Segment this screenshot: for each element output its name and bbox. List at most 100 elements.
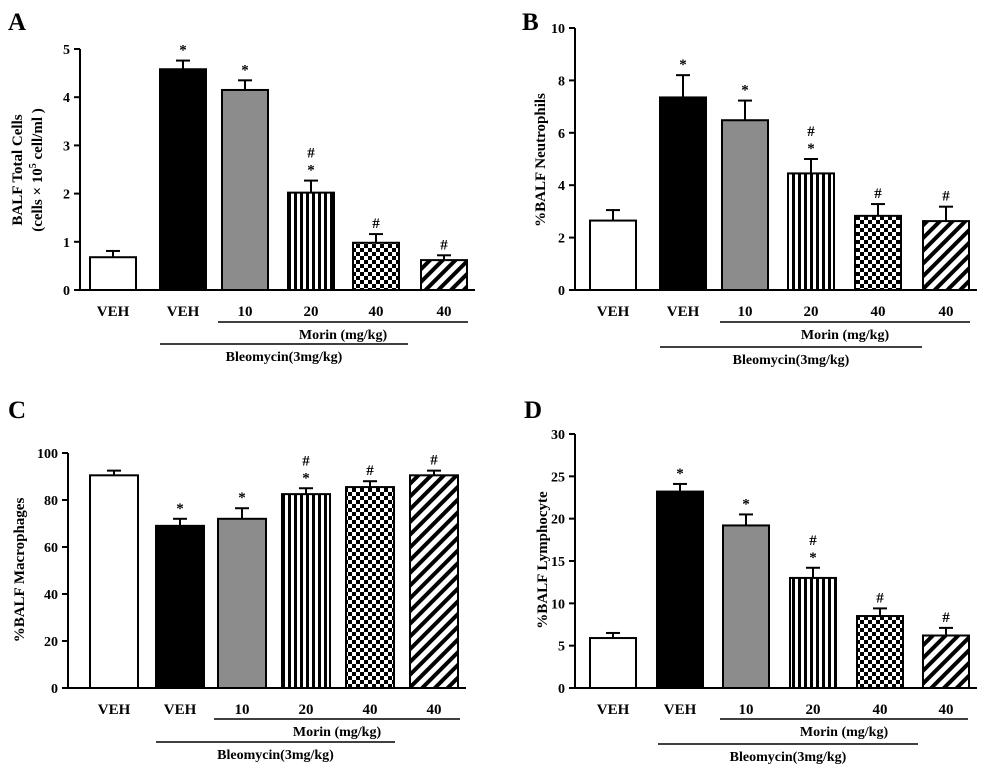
significance-star: * [176,501,184,517]
bar-5 [345,486,395,690]
x-category-label: VEH [597,702,630,718]
y-tick-label: 0 [51,682,58,697]
significance-hash: # [307,146,315,162]
bar-1 [589,637,637,690]
y-tick-label: 1 [63,236,70,251]
y-tick-label: 3 [63,139,70,154]
bar-3 [217,517,267,689]
significance-star: * [179,43,187,59]
panel-letter: C [8,397,26,424]
significance-hash: # [874,186,882,202]
x-category-label: VEH [597,304,630,320]
significance-hash: # [302,453,310,469]
significance-star: * [302,470,310,486]
y-tick-label: 80 [44,494,58,509]
y-axis-label: %BALF Lymphocyte [535,491,551,629]
significance-star: * [238,490,246,506]
y-tick-label: 20 [44,635,58,650]
bar-2 [155,524,205,689]
panel-c: C 0 20 40 60 80 100 %BALF Macrophages VEH * VEH * 10… [8,397,466,763]
bar-2 [656,490,704,689]
y-tick-label: 5 [63,43,70,58]
y-tick-label: 40 [44,588,58,603]
panel-a: A 0 1 2 3 4 5 BALF Total Cells (cells × 105 cell… [8,9,475,365]
y-tick-label: 0 [558,682,565,697]
morin-group-label: Morin (mg/kg) [293,725,382,740]
morin-group-label: Morin (mg/kg) [800,725,889,740]
significance-hash: # [942,610,950,626]
y-tick-label: 6 [558,127,565,142]
x-category-label: 10 [738,304,753,320]
panel-letter: B [522,9,539,36]
bar-5 [856,615,904,689]
y-tick-label: 0 [63,284,70,299]
bar-1 [89,474,139,690]
bar-4 [787,172,835,291]
significance-star: * [676,466,684,482]
significance-star: * [679,57,687,73]
y-tick-label: 2 [558,232,565,247]
bar-3 [722,524,770,689]
bar-2 [659,96,707,292]
bar-4 [789,576,837,690]
y-axis-label: BALF Total Cells [10,114,26,225]
significance-hash: # [807,124,815,140]
significance-star: * [241,62,249,78]
x-category-label: VEH [97,304,130,320]
significance-star: * [307,163,315,179]
bleomycin-group-label: Bleomycin(3mg/kg) [217,748,334,763]
x-category-label: 40 [437,304,452,320]
panel-d: D 0 5 10 15 20 25 30 %BALF Lymphocyte VEH * VEH * 10 *… [524,397,977,765]
y-tick-label: 4 [558,179,565,194]
bar-1 [89,256,137,291]
y-tick-label: 10 [551,22,565,37]
x-category-label: 20 [806,702,821,718]
x-category-label: 20 [304,304,319,320]
x-category-label: 40 [871,304,886,320]
y-tick-label: 60 [44,541,58,556]
significance-star: * [742,496,750,512]
x-category-label: 10 [739,702,754,718]
x-category-label: VEH [98,702,131,718]
bleomycin-group-label: Bleomycin(3mg/kg) [733,353,850,368]
bar-5 [352,241,400,292]
y-tick-label: 0 [558,284,565,299]
bar-4 [281,493,331,689]
x-category-label: VEH [664,702,697,718]
significance-hash: # [372,216,380,232]
x-category-label: VEH [667,304,700,320]
significance-star: * [741,83,749,99]
morin-group-label: Morin (mg/kg) [801,328,890,343]
panel-letter: A [8,9,26,36]
x-category-label: 20 [804,304,819,320]
y-tick-label: 20 [551,513,565,528]
morin-group-label: Morin (mg/kg) [299,328,388,343]
bar-6 [922,220,970,291]
y-axis-label: %BALF Neutrophils [533,93,549,227]
bar-6 [922,634,970,689]
y-tick-label: 100 [37,447,58,462]
x-category-label: 40 [939,702,954,718]
bar-2 [159,68,207,291]
bar-4 [287,191,335,291]
significance-hash: # [430,453,438,469]
x-category-label: 40 [369,304,384,320]
x-category-label: VEH [164,702,197,718]
panel-letter: D [524,397,542,424]
x-category-label: 40 [363,702,378,718]
significance-star: * [807,141,815,157]
y-tick-label: 15 [551,555,565,570]
x-category-label: 40 [939,304,954,320]
bar-6 [409,474,459,690]
y-tick-label: 30 [551,428,565,443]
significance-hash: # [366,463,374,479]
bleomycin-group-label: Bleomycin(3mg/kg) [226,350,343,365]
bar-1 [589,219,637,292]
y-axis-label: %BALF Macrophages [12,498,28,643]
x-category-label: 40 [427,702,442,718]
y-tick-label: 8 [558,74,565,89]
significance-hash: # [876,590,884,606]
bar-6 [420,259,468,291]
significance-hash: # [809,533,817,549]
